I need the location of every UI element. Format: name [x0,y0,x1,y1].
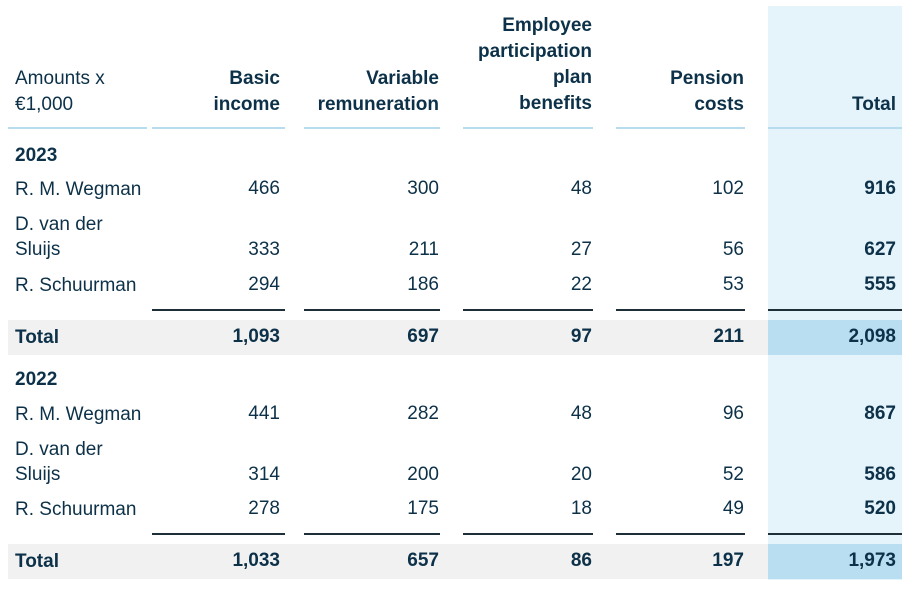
subtotal-rule [152,533,285,535]
year-heading-2022: 2022 [15,369,58,390]
total-cell-highlight-2023 [768,320,902,355]
total-row-band-2023 [8,320,902,355]
variable-total: 697 [407,326,439,347]
header-rule [616,127,745,129]
year-heading-2023: 2023 [15,145,58,166]
header-line: Basic [229,68,280,89]
pension-cell: 53 [722,274,744,295]
basic-income-cell: 314 [248,464,280,485]
epp-cell: 48 [570,403,592,424]
row-name-line: D. van der [15,214,103,235]
subtotal-rule [304,309,440,311]
basic-income-cell: 441 [248,403,280,424]
header-line: remuneration [317,94,439,115]
total-cell: 916 [864,178,896,199]
epp-cell: 18 [570,498,592,519]
header-line: Employee [502,15,592,36]
row-name: D. van der Sluijs [15,212,103,262]
pension-cell: 52 [722,464,744,485]
basic-income-total: 1,033 [232,550,280,571]
row-name: R. M. Wegman [15,404,142,425]
total-row-band-2022 [8,544,902,579]
header-line: benefits [519,93,592,114]
header-line: Variable [366,68,439,89]
header-rule [463,127,593,129]
epp-total: 97 [570,326,592,347]
subtotal-rule [616,309,745,311]
epp-total: 86 [570,550,592,571]
header-line: Pension [670,68,744,89]
pension-cell: 56 [722,239,744,260]
epp-cell: 22 [570,274,592,295]
basic-income-cell: 466 [248,178,280,199]
header-rule [768,127,902,129]
row-name-line: D. van der [15,439,103,460]
employee-participation-header: Employee participation plan benefits [442,13,592,117]
grand-total: 2,098 [848,326,896,347]
pension-costs-header: Pension costs [604,66,744,118]
total-cell: 520 [864,498,896,519]
subtotal-rule [463,309,593,311]
total-column-highlight [768,6,902,580]
basic-income-cell: 294 [248,274,280,295]
subtotal-rule [616,533,745,535]
subtotal-rule [152,309,285,311]
total-cell-highlight-2022 [768,544,902,579]
epp-cell: 20 [570,464,592,485]
pension-cell: 96 [722,403,744,424]
epp-cell: 48 [570,178,592,199]
header-line: income [213,94,280,115]
row-name: D. van der Sluijs [15,437,103,487]
amounts-header-line: Amounts x [15,68,105,89]
row-name: R. M. Wegman [15,179,142,200]
row-name-line: Sluijs [15,239,61,260]
header-line: participation [477,41,592,62]
variable-cell: 211 [408,239,439,260]
pension-cell: 49 [722,498,744,519]
pension-total: 211 [713,326,744,347]
total-cell: 555 [864,274,896,295]
grand-total: 1,973 [848,550,896,571]
subtotal-rule [768,309,902,311]
variable-remuneration-header: Variable remuneration [289,66,439,118]
variable-cell: 186 [407,274,439,295]
pension-total: 197 [712,550,744,571]
basic-income-cell: 278 [248,498,280,519]
total-cell: 627 [864,239,896,260]
variable-total: 657 [407,550,439,571]
total-row-label: Total [15,327,59,348]
variable-cell: 200 [407,464,439,485]
basic-income-header: Basic income [140,66,280,118]
amounts-header: Amounts x €1,000 [15,66,105,118]
variable-cell: 282 [407,403,439,424]
subtotal-rule [463,533,593,535]
total-row-label: Total [15,551,59,572]
total-cell: 867 [864,403,896,424]
subtotal-rule [304,533,440,535]
row-name: R. Schuurman [15,499,137,520]
amounts-header-line: €1,000 [15,94,74,115]
total-cell: 586 [864,464,896,485]
total-header: Total [852,94,896,115]
basic-income-cell: 333 [248,239,280,260]
variable-cell: 175 [407,498,439,519]
header-rule [8,127,147,129]
header-rule [152,127,285,129]
variable-cell: 300 [407,178,439,199]
row-name-line: Sluijs [15,464,61,485]
subtotal-rule [768,533,902,535]
epp-cell: 27 [570,239,592,260]
basic-income-total: 1,093 [232,326,280,347]
header-line: plan [552,67,592,88]
header-line: costs [694,94,744,115]
header-rule [304,127,440,129]
row-name: R. Schuurman [15,275,137,296]
pension-cell: 102 [712,178,744,199]
